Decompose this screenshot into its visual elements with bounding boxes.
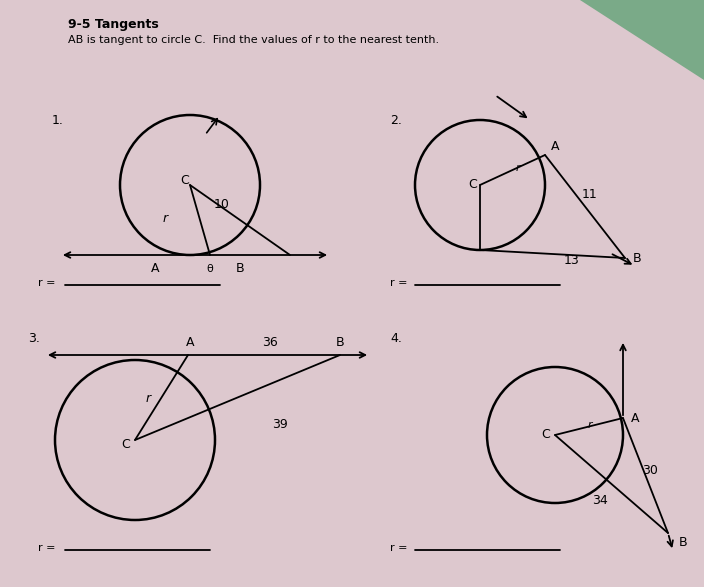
Text: θ: θ <box>207 264 213 274</box>
Text: 9-5 Tangents: 9-5 Tangents <box>68 18 158 31</box>
Text: r: r <box>163 211 168 224</box>
Text: 10: 10 <box>214 198 230 211</box>
Text: r =: r = <box>390 278 408 288</box>
Text: A: A <box>631 411 639 424</box>
Text: A: A <box>186 336 194 349</box>
Text: 30: 30 <box>642 464 658 477</box>
Text: r: r <box>588 420 592 430</box>
Text: 3.: 3. <box>28 332 40 345</box>
Text: 11: 11 <box>582 188 598 201</box>
Text: 1.: 1. <box>52 113 64 127</box>
Text: A: A <box>551 140 559 153</box>
Text: r =: r = <box>390 543 408 553</box>
Text: 39: 39 <box>272 419 288 431</box>
Text: r =: r = <box>38 278 56 288</box>
Text: r =: r = <box>38 543 56 553</box>
Text: B: B <box>336 336 344 349</box>
Text: C: C <box>469 178 477 191</box>
Text: 13: 13 <box>564 254 580 266</box>
Text: A: A <box>151 262 159 275</box>
Text: AB is tangent to circle C.  Find the values of r to the nearest tenth.: AB is tangent to circle C. Find the valu… <box>68 35 439 45</box>
Polygon shape <box>580 0 704 80</box>
Text: 34: 34 <box>592 494 608 507</box>
Text: C: C <box>181 174 189 187</box>
Text: 4.: 4. <box>390 332 402 345</box>
Text: 36: 36 <box>262 336 278 349</box>
Text: r: r <box>516 163 520 173</box>
Text: 2.: 2. <box>390 113 402 127</box>
Text: B: B <box>633 251 641 265</box>
Text: r: r <box>146 392 151 404</box>
Text: B: B <box>236 262 244 275</box>
Text: C: C <box>122 438 130 451</box>
Text: C: C <box>541 429 551 441</box>
Text: B: B <box>679 537 687 549</box>
